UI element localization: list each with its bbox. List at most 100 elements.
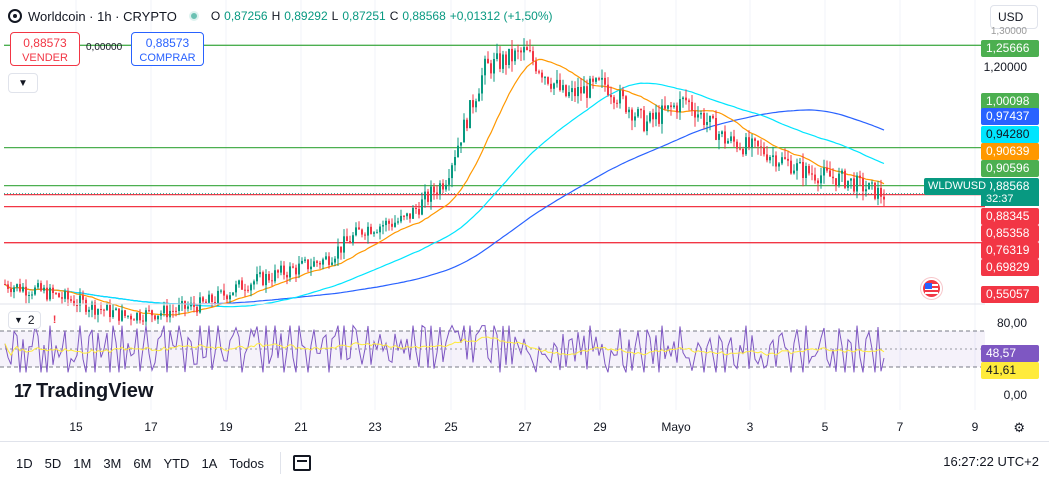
candle-body [454,157,456,166]
candle-body [154,315,156,320]
toolbar-divider [280,452,282,474]
candle-body [289,266,291,278]
rsi-ma-line [4,336,885,357]
candle-body [787,158,789,161]
time-tick: 9 [971,420,979,434]
candle-body [856,175,858,192]
candle-body [880,187,882,197]
candle-body [223,290,225,296]
candle-body [427,191,429,202]
candle-body [814,174,816,181]
candle-body [70,299,72,301]
candle-body [697,114,699,118]
tradingview-logo[interactable]: 17 TradingView [14,380,153,403]
candle-body [166,305,168,318]
indicators-toggle-button[interactable]: ▼ 2 [8,311,41,329]
candle-body [862,178,864,192]
range-3m[interactable]: 3M [103,455,122,471]
candle-body [652,112,654,120]
candle-body [439,183,441,194]
candle-body [601,77,603,80]
price-scale-label: 41,61 [981,362,1039,379]
candle-body [820,175,822,184]
candle-body [424,191,426,200]
candle-body [712,115,714,119]
range-all[interactable]: Todos [229,455,265,471]
candle-body [730,136,732,141]
settings-icon[interactable]: ⚙ [1013,420,1025,435]
candle-body [562,85,564,91]
range-ytd[interactable]: YTD [163,455,190,471]
candle-body [235,284,237,293]
range-5d[interactable]: 5D [44,455,62,471]
time-tick: 27 [518,420,532,434]
candle-body [823,167,825,176]
candle-body [760,146,762,148]
candle-body [799,162,801,164]
candle-body [193,302,195,307]
candle-body [874,182,876,199]
candle-body [358,227,360,230]
candle-body [52,287,54,293]
worldcoin-icon [8,9,22,23]
range-1d[interactable]: 1D [16,455,33,471]
candle-body [10,288,12,293]
candle-body [838,173,840,186]
candle-body [532,51,534,62]
sell-button[interactable]: 0,88573 VENDER [10,32,80,66]
candle-body [145,310,147,322]
candle-body [625,96,627,113]
range-6m[interactable]: 6M [133,455,152,471]
symbol-title[interactable]: Worldcoin · 1h · CRYPTO [28,8,177,24]
candle-body [364,234,366,236]
price-scale-label: 0,97437 [981,108,1039,125]
market-open-icon [188,11,199,21]
warning-icon[interactable]: ! [52,314,57,326]
us-flag-icon[interactable] [921,278,942,299]
candle-body [301,260,303,264]
candle-body [589,78,591,98]
range-1a[interactable]: 1A [201,455,218,471]
candle-body [457,145,459,157]
candle-body [418,209,420,215]
candle-body [694,110,696,118]
candle-body [292,266,294,268]
candle-body [460,142,462,146]
sell-label: VENDER [22,52,68,64]
time-axis[interactable]: 15 17 19 21 23 25 27 29 Mayo 3 5 7 9 [0,420,990,434]
clock[interactable]: 16:27:22 UTC+2 [943,454,1039,469]
candle-body [370,226,372,234]
candle-body [304,259,306,261]
candle-body [592,78,594,82]
candle-body [619,90,621,104]
candle-body [151,310,153,316]
candle-body [355,227,357,236]
low-value: 0,87251 [342,9,386,23]
collapse-legend-button[interactable]: ▼ [8,73,38,93]
time-tick: 29 [593,420,607,434]
candle-body [430,186,432,202]
candle-body [580,87,582,94]
candle-body [136,312,138,321]
candle-body [199,297,201,313]
candle-body [751,138,753,148]
candle-body [805,166,807,178]
candle-body [781,157,783,164]
candle-body [79,295,81,306]
calendar-icon[interactable] [293,455,312,471]
candle-body [511,48,513,62]
candle-body [133,319,135,321]
buy-button[interactable]: 0,88573 COMPRAR [131,32,204,66]
candle-body [184,301,186,309]
candle-body [253,281,255,285]
candle-body [682,97,684,100]
candle-body [664,105,666,109]
range-1m[interactable]: 1M [73,455,92,471]
candle-body [202,297,204,302]
candle-body [829,170,831,177]
currency-selector[interactable]: USD [990,5,1038,29]
candle-body [484,58,486,76]
candle-body [538,71,540,73]
candle-body [547,77,549,84]
